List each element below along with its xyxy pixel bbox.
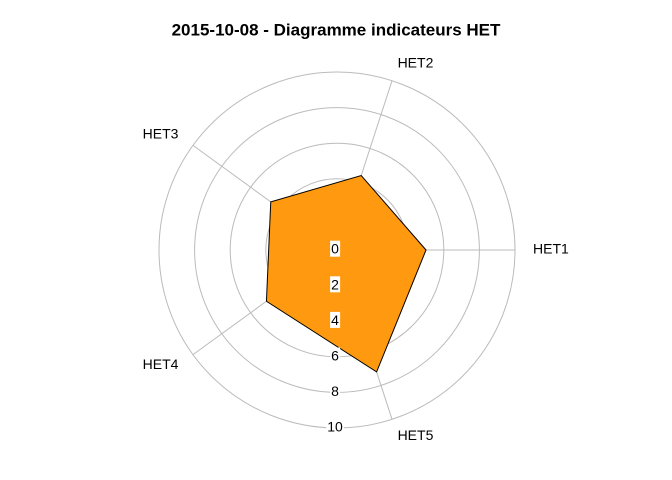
r-tick-label: 8: [331, 383, 339, 399]
r-tick-bg: [330, 240, 341, 257]
axis-label: HET3: [143, 125, 179, 141]
r-tick-label: 10: [327, 419, 343, 435]
r-tick-label: 2: [331, 276, 339, 292]
axis-label: HET1: [533, 241, 569, 257]
r-tick-label: 0: [331, 241, 339, 257]
axis-label: HET2: [398, 54, 434, 70]
data-area: [265, 174, 427, 373]
r-tick-label: 6: [331, 348, 339, 364]
r-tick-bg: [330, 347, 341, 364]
r-tick: 0: [330, 240, 341, 257]
r-tick-bg: [326, 418, 344, 435]
r-tick-bg: [330, 276, 341, 293]
r-tick: 4: [330, 311, 341, 328]
r-tick: 6: [330, 347, 341, 364]
r-tick-bg: [330, 311, 341, 328]
r-tick: 10: [326, 418, 344, 435]
r-tick: 8: [330, 383, 341, 400]
r-tick-label: 4: [331, 312, 339, 328]
r-tick-bg: [330, 383, 341, 400]
axis-label: HET5: [398, 427, 434, 443]
axis-label: HET4: [143, 356, 179, 372]
r-tick: 2: [330, 276, 341, 293]
chart-title: 2015-10-08 - Diagramme indicateurs HET: [172, 20, 501, 39]
